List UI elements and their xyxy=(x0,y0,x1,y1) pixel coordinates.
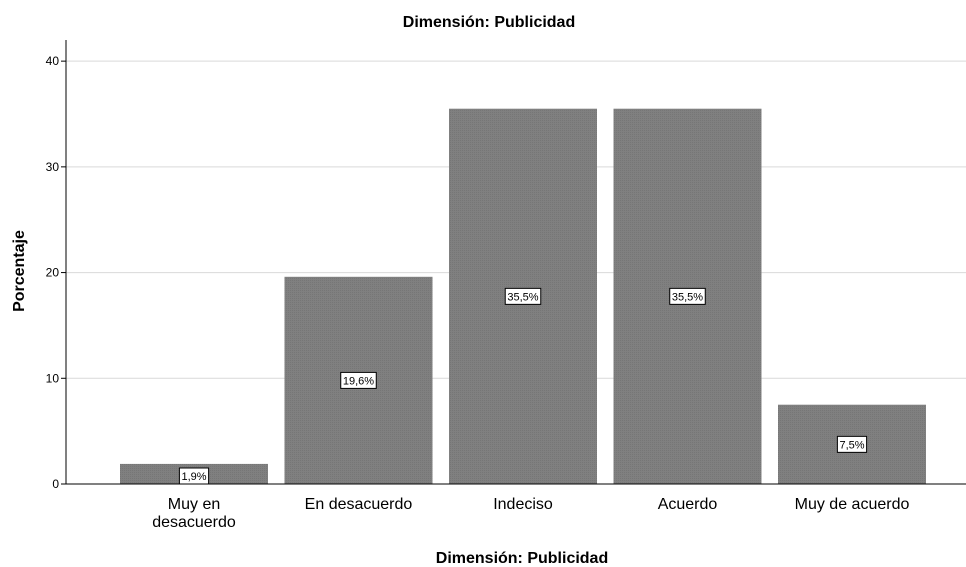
y-tick-labels: 0 10 20 30 40 xyxy=(46,54,60,491)
data-label-box xyxy=(836,435,868,453)
data-label-box xyxy=(340,371,377,389)
y-tick-label: 40 xyxy=(46,54,60,68)
data-label: 35,5% xyxy=(507,291,538,303)
y-tick-label: 10 xyxy=(46,371,60,385)
data-label: 1,9% xyxy=(181,471,206,483)
y-tick-label: 30 xyxy=(46,160,60,174)
axes xyxy=(61,40,966,485)
y-tick-label: 0 xyxy=(52,477,59,491)
data-labels: 1,9% 19,6% 35,5% 35,5% 7,5% xyxy=(178,287,868,485)
y-tick-label: 20 xyxy=(46,266,60,280)
data-label-box xyxy=(669,287,706,305)
x-category-label: Muy en xyxy=(168,496,220,513)
data-label: 19,6% xyxy=(343,375,374,387)
x-category-label: Muy de acuerdo xyxy=(795,496,910,513)
x-category-label: desacuerdo xyxy=(152,514,236,531)
x-axis-title: Dimensión: Publicidad xyxy=(436,550,608,567)
x-category-label: En desacuerdo xyxy=(305,496,413,513)
x-category-label: Indeciso xyxy=(493,496,553,513)
data-label: 35,5% xyxy=(672,291,703,303)
y-axis-title: Porcentaje xyxy=(11,230,28,312)
data-label: 7,5% xyxy=(839,439,864,451)
x-category-label: Acuerdo xyxy=(658,496,718,513)
chart-title: Dimensión: Publicidad xyxy=(403,14,575,31)
data-label-box xyxy=(504,287,542,305)
